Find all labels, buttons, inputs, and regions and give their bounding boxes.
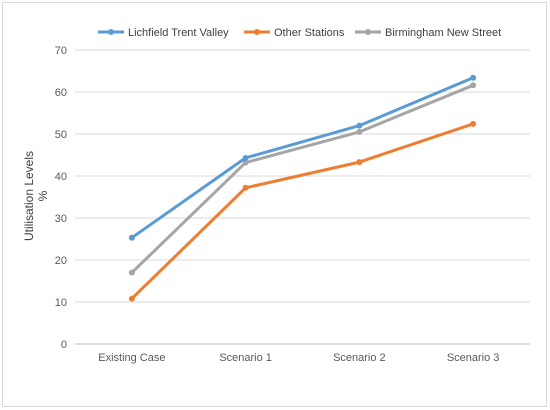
data-point [242,154,249,161]
x-tick-label: Scenario 1 [219,352,272,364]
x-tick-label: Scenario 3 [447,352,500,364]
y-tick-label: 50 [55,129,67,141]
series-line [130,76,475,240]
data-point [356,122,363,129]
series-line [130,83,475,275]
data-point [128,234,135,241]
y-tick-label: 60 [55,87,67,99]
legend-marker [365,29,371,35]
x-axis-tick-labels: Existing Case Scenario 1 Scenario 2 Scenari… [98,352,499,364]
y-tick-label: 0 [61,339,67,351]
y-tick-label: 20 [55,255,67,267]
data-point [356,128,363,135]
data-point [128,295,135,302]
series-lines [128,74,477,302]
legend-marker [254,29,260,35]
data-point [128,269,135,276]
chart-frame [2,2,547,407]
x-tick-label: Existing Case [98,352,165,364]
y-tick-label: 70 [55,45,67,57]
legend-marker [108,29,114,35]
data-point [470,74,477,81]
data-point [242,159,249,166]
y-tick-label: 30 [55,213,67,225]
y-axis-tick-labels: 0 10 20 30 40 50 60 70 [55,45,67,351]
data-point [470,82,477,89]
gridlines [75,49,530,345]
x-tick-label: Scenario 2 [333,352,386,364]
legend: Lichfield Trent Valley Other Stations Birm… [98,27,501,39]
y-axis-label: Utilisation Levels [22,151,36,241]
data-point [356,159,363,166]
y-axis-unit-label: % [36,190,50,201]
series-line [130,122,475,301]
y-tick-label: 40 [55,171,67,183]
legend-label: Other Stations [274,27,345,39]
data-point [242,184,249,191]
legend-label: Birmingham New Street [385,27,501,39]
y-tick-label: 10 [55,297,67,309]
data-point [470,120,477,127]
legend-label: Lichfield Trent Valley [128,27,229,39]
